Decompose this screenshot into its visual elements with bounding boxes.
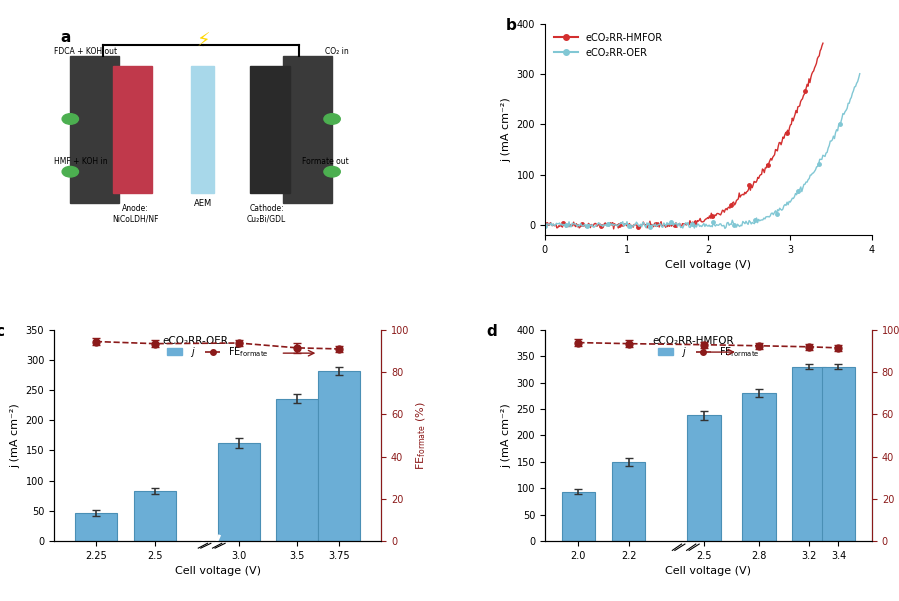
Bar bbox=[562, 492, 595, 541]
Bar bbox=[283, 56, 332, 203]
eCO₂RR-HMFOR bbox=[775, 139, 786, 146]
Bar bbox=[250, 66, 289, 193]
eCO₂RR-HMFOR bbox=[710, 212, 721, 219]
Bar bbox=[134, 492, 175, 541]
Bar bbox=[688, 415, 721, 541]
Circle shape bbox=[324, 166, 340, 177]
Text: d: d bbox=[485, 323, 496, 338]
Text: ⚡: ⚡ bbox=[196, 31, 209, 50]
Text: Cathode:
Cu₂Bi/GDL: Cathode: Cu₂Bi/GDL bbox=[247, 204, 286, 224]
Bar bbox=[318, 371, 360, 541]
Circle shape bbox=[324, 114, 340, 124]
Text: HMF + KOH in: HMF + KOH in bbox=[54, 157, 108, 166]
Text: Anode:
NiCoLDH/NF: Anode: NiCoLDH/NF bbox=[112, 204, 159, 224]
Bar bbox=[113, 66, 152, 193]
Bar bbox=[822, 367, 855, 541]
eCO₂RR-OER bbox=[719, 225, 730, 232]
eCO₂RR-OER bbox=[727, 216, 738, 224]
Circle shape bbox=[62, 114, 78, 124]
Bar bbox=[191, 66, 214, 193]
Text: FDCA + KOH out: FDCA + KOH out bbox=[54, 47, 117, 56]
eCO₂RR-OER bbox=[806, 171, 816, 178]
Legend: $j$, FE$_{\mathrm{formate}}$: $j$, FE$_{\mathrm{formate}}$ bbox=[654, 341, 763, 363]
eCO₂RR-OER bbox=[540, 222, 551, 230]
eCO₂RR-HMFOR bbox=[705, 215, 716, 222]
eCO₂RR-HMFOR bbox=[539, 221, 550, 228]
Text: eCO₂RR-OER: eCO₂RR-OER bbox=[162, 337, 227, 346]
Text: AEM: AEM bbox=[193, 199, 212, 208]
Text: c: c bbox=[0, 323, 4, 338]
X-axis label: Cell voltage (V): Cell voltage (V) bbox=[665, 566, 752, 576]
Bar bbox=[75, 513, 117, 541]
eCO₂RR-HMFOR bbox=[792, 103, 803, 111]
eCO₂RR-HMFOR bbox=[706, 210, 717, 217]
Bar bbox=[612, 462, 645, 541]
eCO₂RR-OER bbox=[826, 138, 837, 145]
X-axis label: Cell voltage (V): Cell voltage (V) bbox=[174, 566, 261, 576]
Text: eCO₂RR-HMFOR: eCO₂RR-HMFOR bbox=[653, 337, 734, 346]
eCO₂RR-HMFOR bbox=[540, 222, 551, 229]
Bar bbox=[218, 444, 260, 541]
eCO₂RR-OER bbox=[854, 70, 865, 78]
eCO₂RR-OER bbox=[539, 222, 550, 230]
eCO₂RR-HMFOR bbox=[609, 225, 619, 233]
Y-axis label: FE$_{\mathrm{formate}}$ (%): FE$_{\mathrm{formate}}$ (%) bbox=[414, 401, 429, 470]
Y-axis label: j (mA cm⁻²): j (mA cm⁻²) bbox=[10, 403, 20, 468]
Bar bbox=[792, 367, 826, 541]
X-axis label: Cell voltage (V): Cell voltage (V) bbox=[665, 260, 752, 270]
Text: CO₂ in: CO₂ in bbox=[325, 47, 349, 56]
Y-axis label: j (mA cm⁻²): j (mA cm⁻²) bbox=[501, 97, 511, 162]
eCO₂RR-HMFOR bbox=[817, 40, 828, 47]
Circle shape bbox=[62, 166, 78, 177]
eCO₂RR-OER bbox=[728, 219, 739, 227]
Bar bbox=[276, 398, 318, 541]
Text: b: b bbox=[505, 17, 516, 32]
Legend: $j$, FE$_{\mathrm{formate}}$: $j$, FE$_{\mathrm{formate}}$ bbox=[164, 341, 272, 363]
Legend: eCO₂RR-HMFOR, eCO₂RR-OER: eCO₂RR-HMFOR, eCO₂RR-OER bbox=[549, 29, 667, 61]
Line: eCO₂RR-OER: eCO₂RR-OER bbox=[543, 72, 861, 230]
Text: a: a bbox=[60, 31, 71, 45]
Line: eCO₂RR-HMFOR: eCO₂RR-HMFOR bbox=[543, 41, 824, 231]
Y-axis label: j (mA cm⁻²): j (mA cm⁻²) bbox=[501, 403, 511, 468]
Text: Formate out: Formate out bbox=[302, 157, 349, 166]
Bar bbox=[70, 56, 120, 203]
Bar bbox=[742, 393, 776, 541]
eCO₂RR-OER bbox=[734, 222, 744, 229]
